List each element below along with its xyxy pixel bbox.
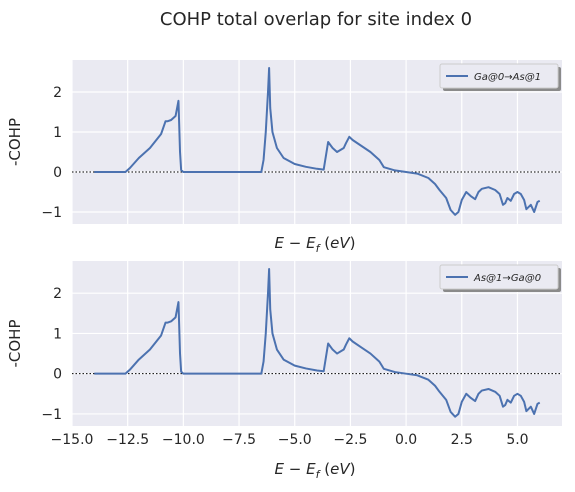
legend-label: Ga@0→As@1 bbox=[474, 72, 541, 83]
x-tick-label: −10.0 bbox=[162, 432, 205, 448]
x-tick-label: 5.0 bbox=[506, 432, 528, 448]
y-tick-label: 1 bbox=[53, 326, 62, 342]
y-axis-label: -COHP bbox=[6, 118, 24, 166]
y-tick-label: 2 bbox=[53, 286, 62, 302]
y-tick-label: 1 bbox=[53, 125, 62, 141]
cohp-series-line bbox=[94, 268, 541, 418]
legend: Ga@0→As@1 bbox=[439, 63, 561, 91]
subplot-1: −1 0 1 2 -COHP E − Ef (eV) Ga@0→As@1 bbox=[6, 60, 562, 255]
y-tick-label: −1 bbox=[41, 205, 62, 221]
y-tick-label: 0 bbox=[53, 165, 62, 181]
x-axis-label: E − Ef (eV) bbox=[275, 234, 356, 255]
y-tick-label: 2 bbox=[53, 85, 62, 101]
cohp-series-line bbox=[94, 67, 541, 216]
subplots-container: −1 0 1 2 -COHP E − Ef (eV) Ga@0→As@1 −1 0 1 2 −15.0… bbox=[6, 60, 562, 481]
x-tick-label: −2.5 bbox=[333, 432, 367, 448]
y-tick-label: −1 bbox=[41, 407, 62, 423]
x-tick-label: −15.0 bbox=[51, 432, 94, 448]
y-tick-label: 0 bbox=[53, 367, 62, 383]
x-tick-label: 0.0 bbox=[395, 432, 417, 448]
figure-title: COHP total overlap for site index 0 bbox=[160, 9, 472, 30]
x-tick-label: 2.5 bbox=[451, 432, 473, 448]
subplot-2: −1 0 1 2 −15.0 −12.5 −10.0 −7.5 −5.0 −2.5 0.0 2.5 5.… bbox=[6, 261, 562, 481]
x-axis-label: E − Ef (eV) bbox=[275, 460, 356, 481]
legend-box bbox=[439, 264, 559, 290]
y-axis-label: -COHP bbox=[6, 319, 24, 367]
legend: As@1→Ga@0 bbox=[439, 264, 561, 292]
x-tick-label: −12.5 bbox=[106, 432, 149, 448]
x-tick-label: −5.0 bbox=[278, 432, 312, 448]
x-tick-label: −7.5 bbox=[222, 432, 256, 448]
legend-label: As@1→Ga@0 bbox=[473, 273, 541, 284]
legend-box bbox=[439, 63, 559, 89]
